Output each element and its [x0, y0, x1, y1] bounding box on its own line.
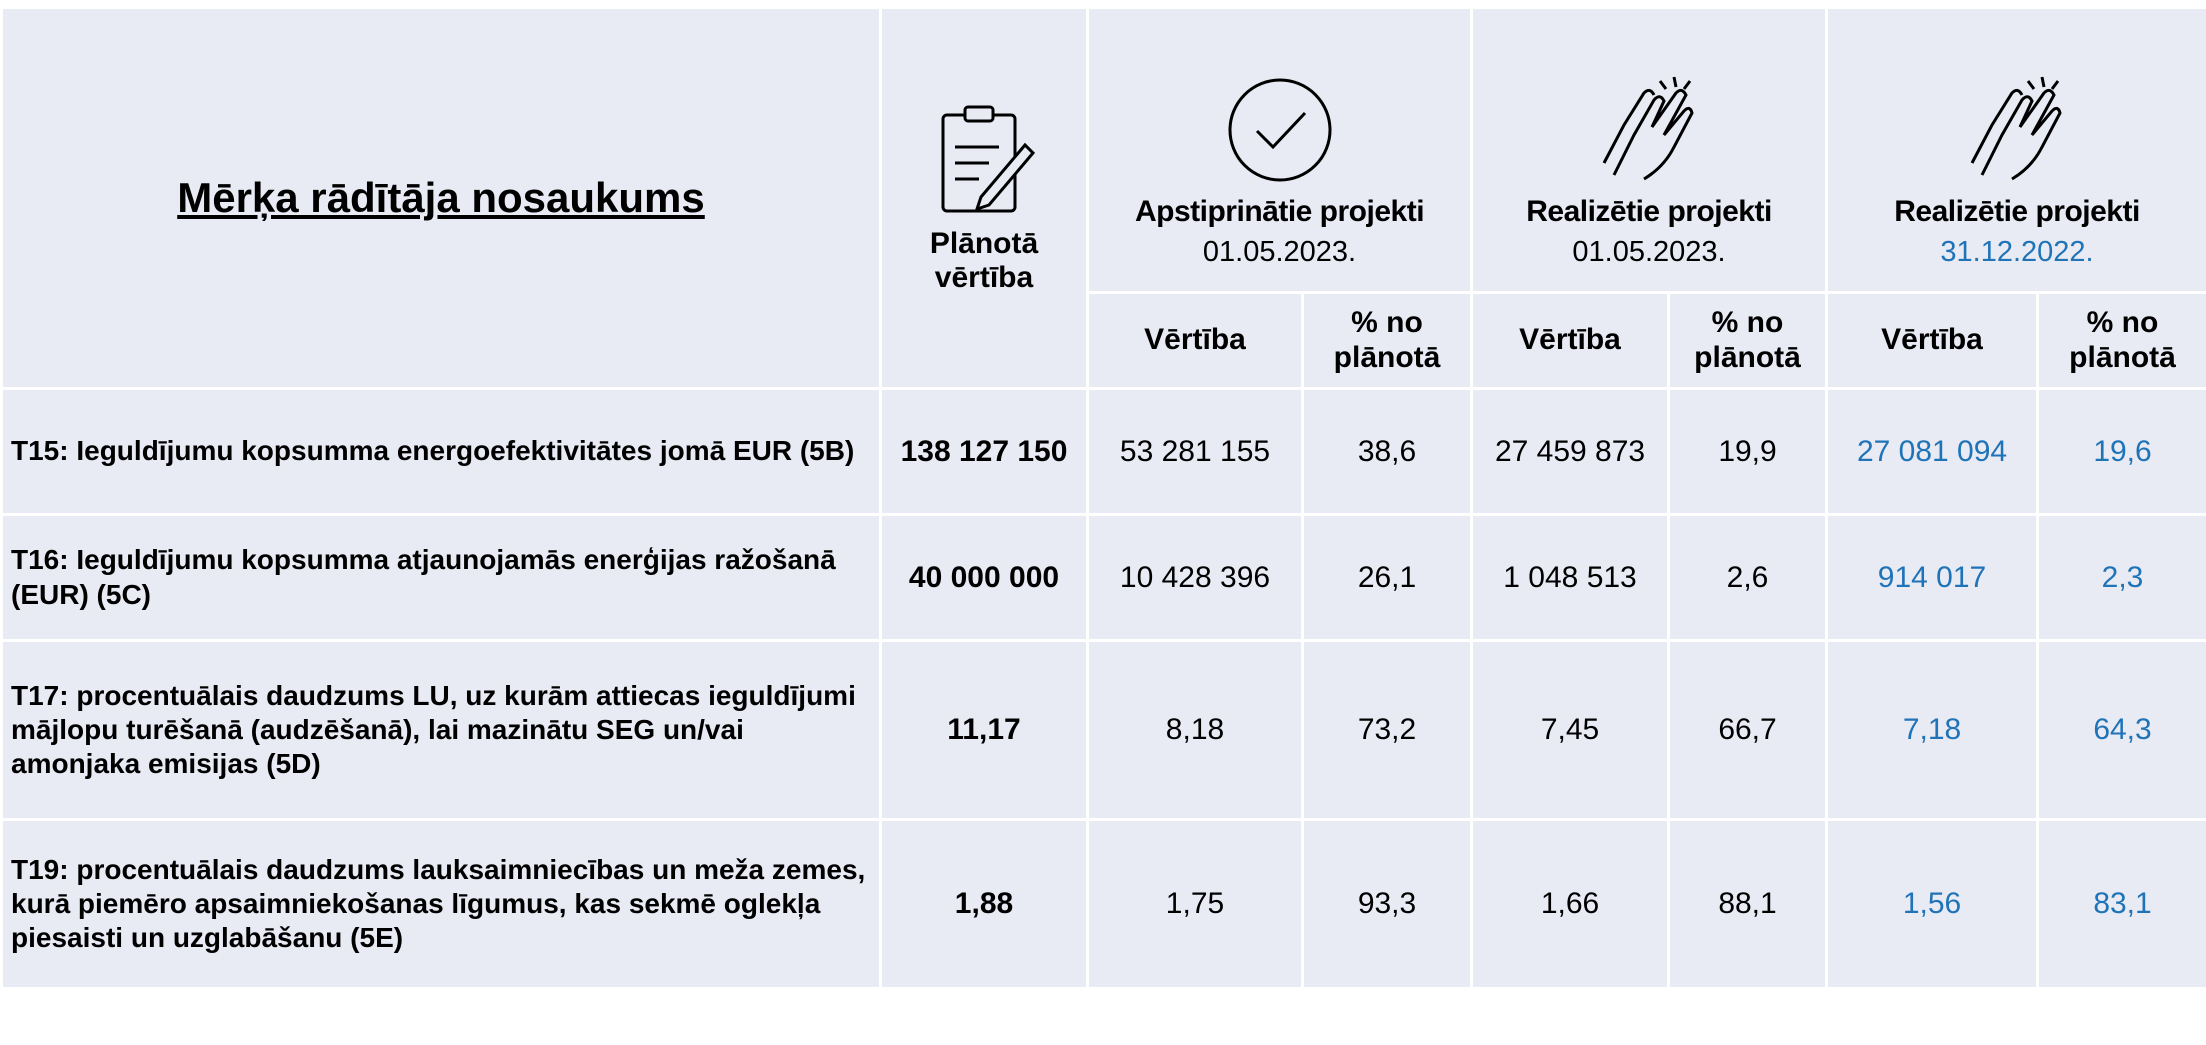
- planned-value: 1,88: [879, 818, 1089, 990]
- cell-value: 26,1: [1300, 513, 1474, 642]
- cell-value: 1,56: [1825, 818, 2040, 990]
- column-header: Vērtība: [1086, 291, 1304, 390]
- cell-value: 2,6: [1667, 513, 1829, 642]
- column-header: Vērtība: [1470, 291, 1671, 390]
- planned-value: 11,17: [879, 639, 1089, 821]
- group-title: Realizētie projekti: [1894, 195, 2140, 229]
- cell-value: 38,6: [1300, 387, 1474, 516]
- clap-icon: [1602, 76, 1694, 181]
- cell-value: 66,7: [1667, 639, 1829, 821]
- table-row: T17: procentuālais daudzums LU, uz kurām…: [0, 639, 2206, 821]
- cell-value: 1 048 513: [1470, 513, 1671, 642]
- cell-value: 10 428 396: [1086, 513, 1304, 642]
- planned-value: 138 127 150: [879, 387, 1089, 516]
- cell-value: 7,18: [1825, 639, 2040, 821]
- group-header: Realizētie projekti 31.12.2022.: [1825, 6, 2206, 294]
- planned-value: 40 000 000: [879, 513, 1089, 642]
- clipboard-icon: [941, 105, 1036, 212]
- cell-value: 19,9: [1667, 387, 1829, 516]
- cell-value: 88,1: [1667, 818, 1829, 990]
- group-header: Realizētie projekti 01.05.2023.: [1470, 6, 1829, 294]
- column-header: % no plānotā: [1300, 291, 1474, 390]
- cell-value: 8,18: [1086, 639, 1304, 821]
- cell-value: 19,6: [2036, 387, 2206, 516]
- table-row: T16: Ieguldījumu kopsumma atjaunojamās e…: [0, 513, 2206, 642]
- group-header: Apstiprinātie projekti 01.05.2023.: [1085, 6, 1474, 294]
- results-table: Mērķa rādītāja nosaukums Plānotā vērtība…: [0, 6, 2206, 990]
- cell-value: 2,3: [2036, 513, 2206, 642]
- cell-value: 53 281 155: [1086, 387, 1304, 516]
- planned-label: Plānotā vērtība: [929, 226, 1039, 295]
- cell-value: 27 459 873: [1470, 387, 1671, 516]
- group-title: Realizētie projekti: [1526, 195, 1772, 229]
- title: Mērķa rādītāja nosaukums: [0, 6, 882, 390]
- cell-value: 7,45: [1470, 639, 1671, 821]
- indicator-name: T19: procentuālais daudzums lauksaimniec…: [0, 818, 882, 990]
- cell-value: 64,3: [2036, 639, 2206, 821]
- table-row: T15: Ieguldījumu kopsumma energoefektivi…: [0, 387, 2206, 516]
- group-title: Apstiprinātie projekti: [1134, 195, 1425, 229]
- column-header: Vērtība: [1825, 291, 2040, 390]
- cell-value: 27 081 094: [1825, 387, 2040, 516]
- clap-icon: [1970, 76, 2062, 181]
- indicator-name: T17: procentuālais daudzums LU, uz kurām…: [0, 639, 882, 821]
- column-header: % no plānotā: [1667, 291, 1829, 390]
- planned-header: Plānotā vērtība: [879, 6, 1089, 390]
- cell-value: 93,3: [1300, 818, 1474, 990]
- group-date: 01.05.2023.: [1572, 235, 1726, 268]
- cell-value: 914 017: [1825, 513, 2040, 642]
- table-row: T19: procentuālais daudzums lauksaimniec…: [0, 818, 2206, 990]
- cell-value: 83,1: [2036, 818, 2206, 990]
- page: Mērķa rādītāja nosaukums Plānotā vērtība…: [0, 6, 2206, 1045]
- group-date: 01.05.2023.: [1202, 235, 1357, 268]
- indicator-name: T15: Ieguldījumu kopsumma energoefektivi…: [0, 387, 882, 516]
- group-date: 31.12.2022.: [1940, 235, 2094, 268]
- cell-value: 73,2: [1300, 639, 1474, 821]
- check-icon: [1228, 78, 1331, 182]
- indicator-name: T16: Ieguldījumu kopsumma atjaunojamās e…: [0, 513, 882, 642]
- cell-value: 1,66: [1470, 818, 1671, 990]
- column-header: % no plānotā: [2036, 291, 2206, 390]
- cell-value: 1,75: [1086, 818, 1304, 990]
